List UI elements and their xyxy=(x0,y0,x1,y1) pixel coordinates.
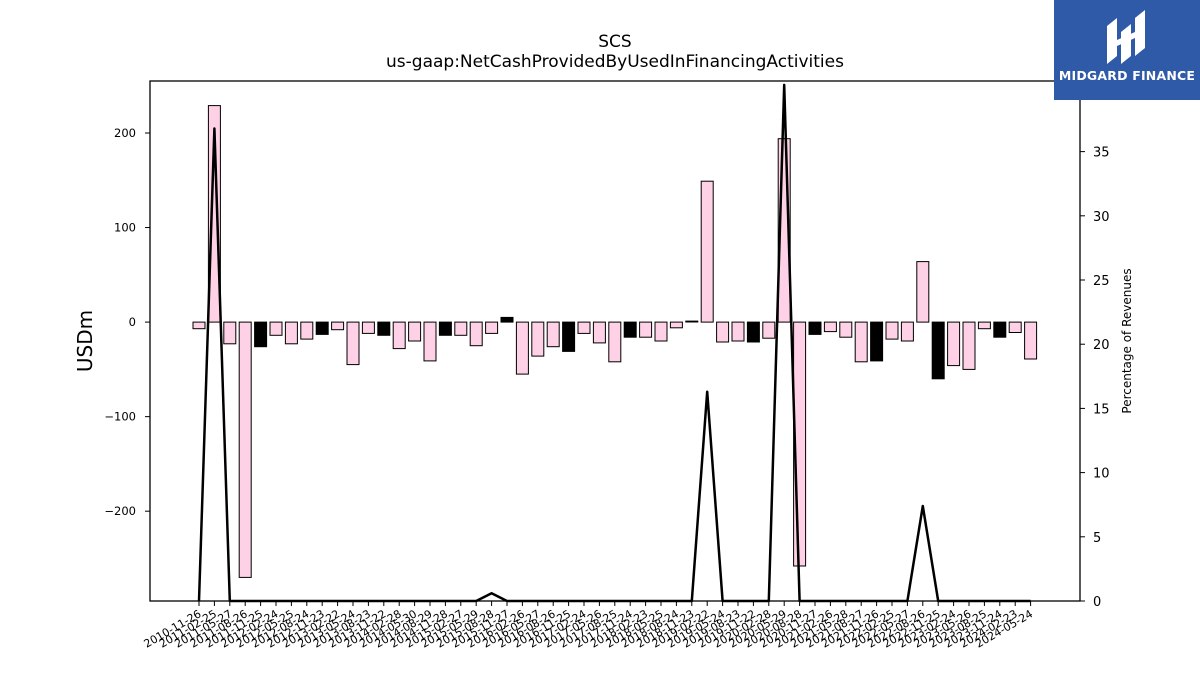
bar xyxy=(500,316,514,323)
y2-axis-label: Percentage of Revenues xyxy=(1120,268,1134,413)
bar xyxy=(515,321,529,375)
bar xyxy=(669,321,683,329)
bar xyxy=(454,321,468,336)
bar-series xyxy=(192,105,1038,578)
brand-logo: MIDGARD FINANCE xyxy=(1054,0,1200,100)
bar xyxy=(408,321,422,342)
bar xyxy=(762,321,776,339)
bar xyxy=(346,321,360,366)
bar xyxy=(469,321,483,347)
y2-tick-label: 30 xyxy=(1093,210,1110,225)
bar xyxy=(269,321,283,336)
y-tick-label: 0 xyxy=(129,315,136,329)
y-tick-label: −100 xyxy=(104,410,136,424)
bar xyxy=(916,261,930,323)
y2-tick-label: 5 xyxy=(1093,531,1101,546)
bar xyxy=(962,321,976,370)
y-axis-label: USDm xyxy=(73,310,97,372)
bar xyxy=(731,321,745,342)
bar xyxy=(361,321,375,334)
midgard-logo-icon xyxy=(1107,10,1145,64)
bar xyxy=(238,321,252,578)
bar xyxy=(639,321,653,338)
bar xyxy=(623,321,637,338)
bar xyxy=(1008,321,1022,334)
bar xyxy=(854,321,868,363)
bar xyxy=(900,321,914,342)
chart-subtitle: us-gaap:NetCashProvidedByUsedInFinancing… xyxy=(386,52,844,72)
bar xyxy=(192,321,206,330)
bar xyxy=(562,321,576,352)
y2-tick-label: 20 xyxy=(1093,338,1110,353)
y2-tick-label: 15 xyxy=(1093,402,1110,417)
bar xyxy=(531,321,545,357)
y2-tick-label: 35 xyxy=(1093,146,1110,161)
bar xyxy=(207,105,221,323)
bar xyxy=(931,321,945,380)
bar xyxy=(377,321,391,336)
bar xyxy=(885,321,899,340)
bar xyxy=(223,321,237,345)
bar xyxy=(685,320,699,323)
bar xyxy=(592,321,606,344)
bar xyxy=(284,321,298,345)
y2-tick-label: 0 xyxy=(1093,595,1101,610)
bar xyxy=(300,321,314,340)
bar xyxy=(546,321,560,348)
y-tick-label: 100 xyxy=(114,221,136,235)
chart-axes: −200−100010020005101520253035402010-11-2… xyxy=(73,80,1134,651)
bar xyxy=(808,321,822,335)
bar xyxy=(1024,321,1038,360)
bar xyxy=(993,321,1007,338)
bar xyxy=(654,321,668,342)
bar xyxy=(746,321,760,343)
bar xyxy=(485,321,499,334)
bar xyxy=(608,321,622,363)
logo-text: MIDGARD FINANCE xyxy=(1058,68,1196,83)
y-tick-label: −200 xyxy=(104,504,136,518)
bar xyxy=(577,321,591,334)
chart-title: SCS xyxy=(598,32,632,52)
bar xyxy=(823,321,837,333)
bar xyxy=(254,321,268,348)
y2-tick-label: 25 xyxy=(1093,274,1110,289)
bar xyxy=(977,321,991,330)
bar xyxy=(870,321,884,362)
bar xyxy=(700,180,714,323)
y-tick-label: 200 xyxy=(114,126,136,140)
y2-tick-label: 10 xyxy=(1093,467,1110,482)
bar xyxy=(839,321,853,338)
bar xyxy=(947,321,961,367)
bar xyxy=(716,321,730,343)
bar xyxy=(315,321,329,335)
bar xyxy=(423,321,437,362)
bar xyxy=(331,321,345,331)
bar xyxy=(438,321,452,336)
bar xyxy=(392,321,406,350)
